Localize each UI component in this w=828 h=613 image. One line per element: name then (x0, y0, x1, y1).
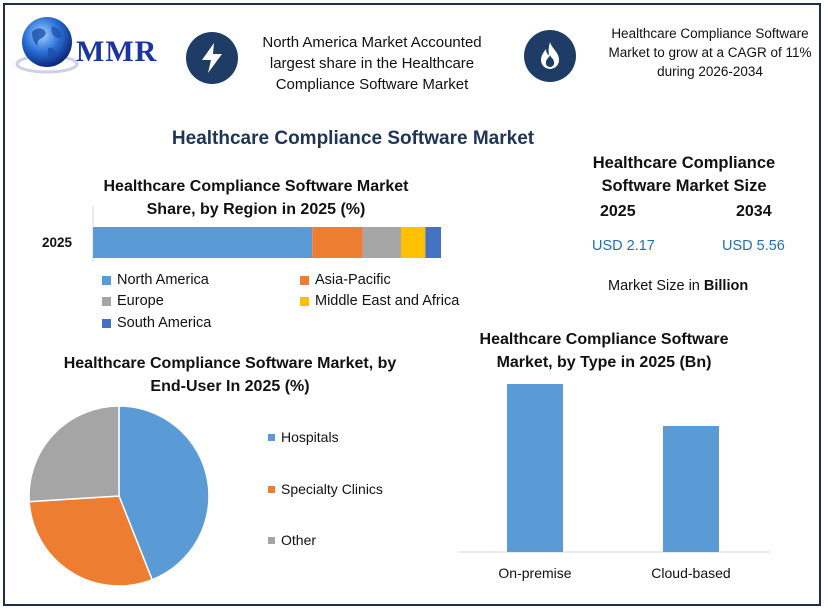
region-legend-item-asia-pacific: Asia-Pacific (300, 272, 391, 288)
pie-legend-item-hospitals: Hospitals (268, 429, 339, 445)
globe-logo-icon (15, 17, 79, 74)
legend-swatch (268, 433, 275, 441)
region-bar-segment-asia-pacific (312, 227, 363, 258)
region-bar-segment-north-america (93, 227, 313, 258)
region-legend-item-middle-east-and-africa: Middle East and Africa (300, 293, 459, 309)
type-bar-chart (458, 384, 770, 553)
market-size-unit: Market Size in Billion (608, 278, 748, 294)
enduser-pie-chart (28, 405, 210, 587)
infographic-frame (3, 3, 821, 606)
type-x-label-cloud-based: Cloud-based (651, 565, 731, 581)
region-chart-title: Healthcare Compliance Software Market Sh… (103, 178, 409, 218)
type-bar-cloud-based (663, 426, 719, 552)
pie-legend-item-other: Other (268, 532, 316, 548)
market-size-title: Healthcare Compliance Software Market Si… (592, 154, 776, 195)
legend-label: Europe (117, 293, 164, 309)
market-size-value-2025: USD 2.17 (592, 238, 655, 254)
region-bar-segment-europe (362, 227, 401, 258)
legend-swatch (102, 275, 111, 285)
market-size-unit-prefix: Market Size in (608, 278, 700, 294)
legend-label: Middle East and Africa (315, 293, 460, 309)
callout-cagr: Healthcare Compliance Software Market to… (608, 26, 812, 79)
legend-swatch (102, 296, 111, 306)
legend-label: Hospitals (281, 429, 339, 445)
lightning-icon (186, 32, 238, 84)
legend-label: Asia-Pacific (315, 272, 391, 288)
callout-north-america: North America Market Accounted largest s… (262, 34, 482, 93)
type-chart-title: Healthcare Compliance Software Market, b… (479, 331, 729, 371)
region-legend-item-europe: Europe (102, 293, 164, 309)
type-bar-on-premise (507, 384, 563, 552)
pie-slice-hospitals (118, 405, 210, 581)
market-size-unit-bold: Billion (703, 278, 749, 294)
region-stacked-bar-chart (92, 206, 441, 262)
region-chart-category-label: 2025 (42, 235, 73, 250)
brand-logo-text: MMR (76, 35, 158, 68)
legend-swatch (268, 536, 275, 544)
enduser-chart-title: Healthcare Compliance Software Market, b… (63, 355, 397, 395)
region-bar-segment-south-america (425, 227, 441, 258)
legend-label: North America (117, 272, 209, 288)
legend-swatch (268, 485, 275, 493)
legend-label: Other (281, 532, 317, 548)
market-size-year-2034: 2034 (736, 203, 772, 220)
pie-slice-other (28, 405, 120, 503)
legend-swatch (102, 318, 111, 328)
legend-swatch (300, 275, 309, 285)
flame-icon (524, 30, 576, 82)
legend-label: Specialty Clinics (281, 481, 383, 497)
legend-swatch (300, 296, 309, 306)
legend-label: South America (117, 315, 212, 331)
pie-legend-item-specialty-clinics: Specialty Clinics (268, 481, 383, 497)
region-bar-segment-middle-east-and-africa (400, 227, 426, 258)
market-size-year-2025: 2025 (600, 203, 636, 220)
type-x-label-on-premise: On-premise (498, 565, 572, 581)
region-legend-item-south-america: South America (102, 315, 211, 331)
pie-slice-specialty-clinics (28, 495, 154, 587)
market-size-value-2034: USD 5.56 (722, 238, 785, 254)
page-title: Healthcare Compliance Software Market (171, 128, 535, 149)
region-legend-item-north-america: North America (102, 272, 209, 288)
